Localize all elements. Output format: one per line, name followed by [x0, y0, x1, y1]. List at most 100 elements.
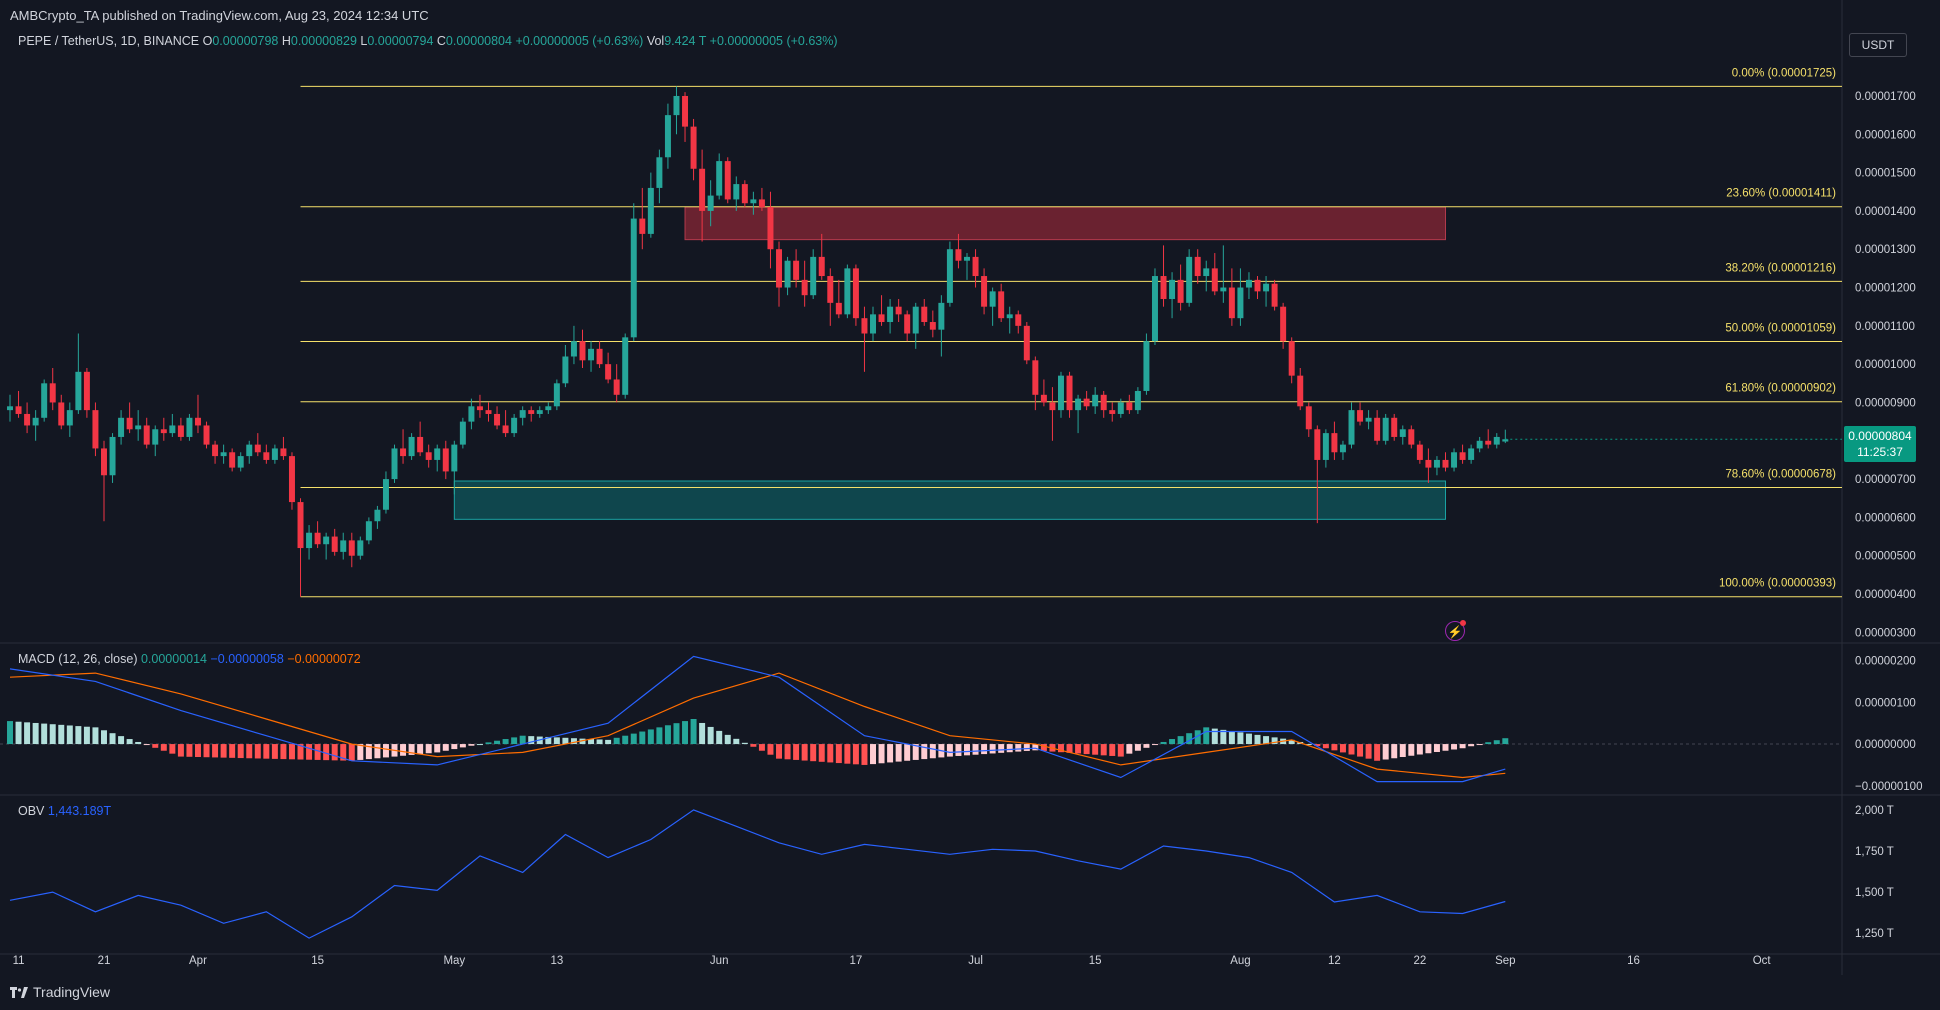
- macd-tick-label: 0.00000100: [1855, 697, 1916, 709]
- macd-histogram-bar: [357, 744, 364, 760]
- candle-body: [981, 276, 988, 307]
- candle-body: [306, 532, 313, 549]
- price-tick-label: 0.00000600: [1855, 512, 1916, 524]
- macd-histogram-bar: [673, 723, 680, 745]
- macd-histogram-bar: [852, 744, 859, 765]
- price-tick-label: 0.00001400: [1855, 206, 1916, 218]
- time-tick-label: Jun: [710, 955, 729, 967]
- macd-histogram-bar: [810, 744, 817, 762]
- macd-histogram-bar: [280, 744, 287, 760]
- candle-body: [425, 452, 432, 460]
- candle-body: [1160, 276, 1167, 300]
- candle-body: [776, 249, 783, 288]
- candle-body: [365, 521, 372, 541]
- macd-value-3: −0.00000072: [287, 652, 361, 666]
- candle-body: [229, 452, 236, 468]
- candle-body: [391, 448, 398, 480]
- currency-button[interactable]: USDT: [1849, 33, 1907, 57]
- macd-histogram-bar: [314, 744, 321, 760]
- candle-body: [835, 302, 842, 315]
- fib-level-label: 23.60% (0.00001411): [1726, 188, 1836, 200]
- candle-body: [32, 417, 39, 426]
- candle-body: [237, 456, 244, 468]
- macd-histogram-bar: [494, 740, 501, 745]
- candle-body: [1186, 256, 1193, 303]
- candle-body: [186, 417, 193, 437]
- candle-body: [297, 502, 304, 549]
- candle-body: [1117, 402, 1124, 414]
- macd-histogram-bar: [1485, 742, 1492, 745]
- time-tick-label: Sep: [1495, 955, 1515, 967]
- candle-body: [562, 356, 569, 384]
- price-tick-label: 0.00000500: [1855, 551, 1916, 563]
- candle-body: [49, 383, 56, 403]
- macd-histogram-bar: [1040, 744, 1047, 751]
- macd-histogram-bar: [570, 738, 577, 745]
- macd-histogram-bar: [32, 722, 39, 745]
- macd-histogram-bar: [964, 744, 970, 756]
- candle-body: [793, 260, 800, 280]
- close-value: 0.00000804: [445, 34, 512, 48]
- macd-histogram-bar: [1211, 728, 1218, 745]
- price-tick-label: 0.00001000: [1855, 359, 1916, 371]
- macd-histogram-bar: [348, 744, 355, 761]
- macd-histogram-bar: [1023, 744, 1030, 751]
- candle-body: [553, 383, 560, 407]
- price-tick-label: 0.00001200: [1855, 283, 1916, 295]
- macd-histogram-bar: [400, 744, 407, 756]
- tradingview-logo[interactable]: TradingView: [10, 984, 110, 1000]
- macd-legend[interactable]: MACD (12, 26, close) 0.00000014 −0.00000…: [18, 652, 361, 666]
- macd-histogram-bar: [1451, 744, 1458, 750]
- candle-body: [126, 417, 133, 430]
- candle-body: [468, 406, 475, 422]
- candle-body: [1433, 459, 1440, 468]
- candle-body: [964, 256, 970, 261]
- macd-histogram-bar: [733, 738, 740, 745]
- candle-body: [690, 126, 697, 169]
- candle-body: [946, 249, 953, 303]
- candle-body: [374, 509, 381, 522]
- macd-histogram-bar: [1399, 744, 1406, 758]
- candle-body: [1220, 287, 1227, 292]
- macd-histogram-bar: [1169, 739, 1176, 745]
- candle-body: [724, 161, 731, 200]
- macd-histogram-bar: [323, 744, 330, 761]
- macd-histogram-bar: [459, 744, 466, 748]
- macd-histogram-bar: [639, 731, 646, 745]
- macd-histogram-bar: [579, 738, 586, 745]
- candle-body: [1322, 433, 1329, 460]
- macd-histogram-bar: [656, 727, 663, 745]
- macd-histogram-bar: [58, 724, 65, 745]
- macd-histogram-bar: [1092, 744, 1099, 755]
- macd-histogram-bar: [1134, 744, 1141, 751]
- macd-histogram-bar: [912, 744, 919, 760]
- obv-legend[interactable]: OBV 1,443.189T: [18, 804, 111, 818]
- symbol-legend[interactable]: PEPE / TetherUS, 1D, BINANCE O0.00000798…: [18, 34, 838, 48]
- candle-body: [417, 436, 424, 453]
- macd-histogram-bar: [605, 739, 612, 745]
- macd-histogram-bar: [1100, 744, 1107, 756]
- candle-body: [400, 448, 407, 457]
- candle-body: [912, 306, 919, 334]
- candle-body: [203, 425, 210, 445]
- candle-body: [1126, 402, 1133, 411]
- lightning-icon[interactable]: ⚡: [1445, 621, 1465, 641]
- macd-histogram-bar: [1220, 729, 1227, 745]
- macd-histogram-bar: [1160, 741, 1167, 745]
- candle-body: [1382, 417, 1389, 441]
- candle-body: [536, 410, 543, 414]
- macd-histogram-bar: [553, 737, 560, 745]
- macd-histogram-bar: [1083, 744, 1090, 755]
- macd-histogram-bar: [382, 744, 389, 758]
- candle-body: [1075, 398, 1082, 411]
- candle-body: [1134, 390, 1141, 411]
- candle-body: [1015, 314, 1022, 326]
- candle-body: [1391, 417, 1398, 437]
- candle-body: [989, 291, 996, 307]
- volume-change: +0.00000005 (+0.63%): [709, 34, 838, 48]
- macd-histogram-bar: [1254, 734, 1261, 745]
- macd-histogram-bar: [476, 744, 483, 746]
- price-tick-label: 0.00001500: [1855, 168, 1916, 180]
- candle-body: [1476, 440, 1483, 449]
